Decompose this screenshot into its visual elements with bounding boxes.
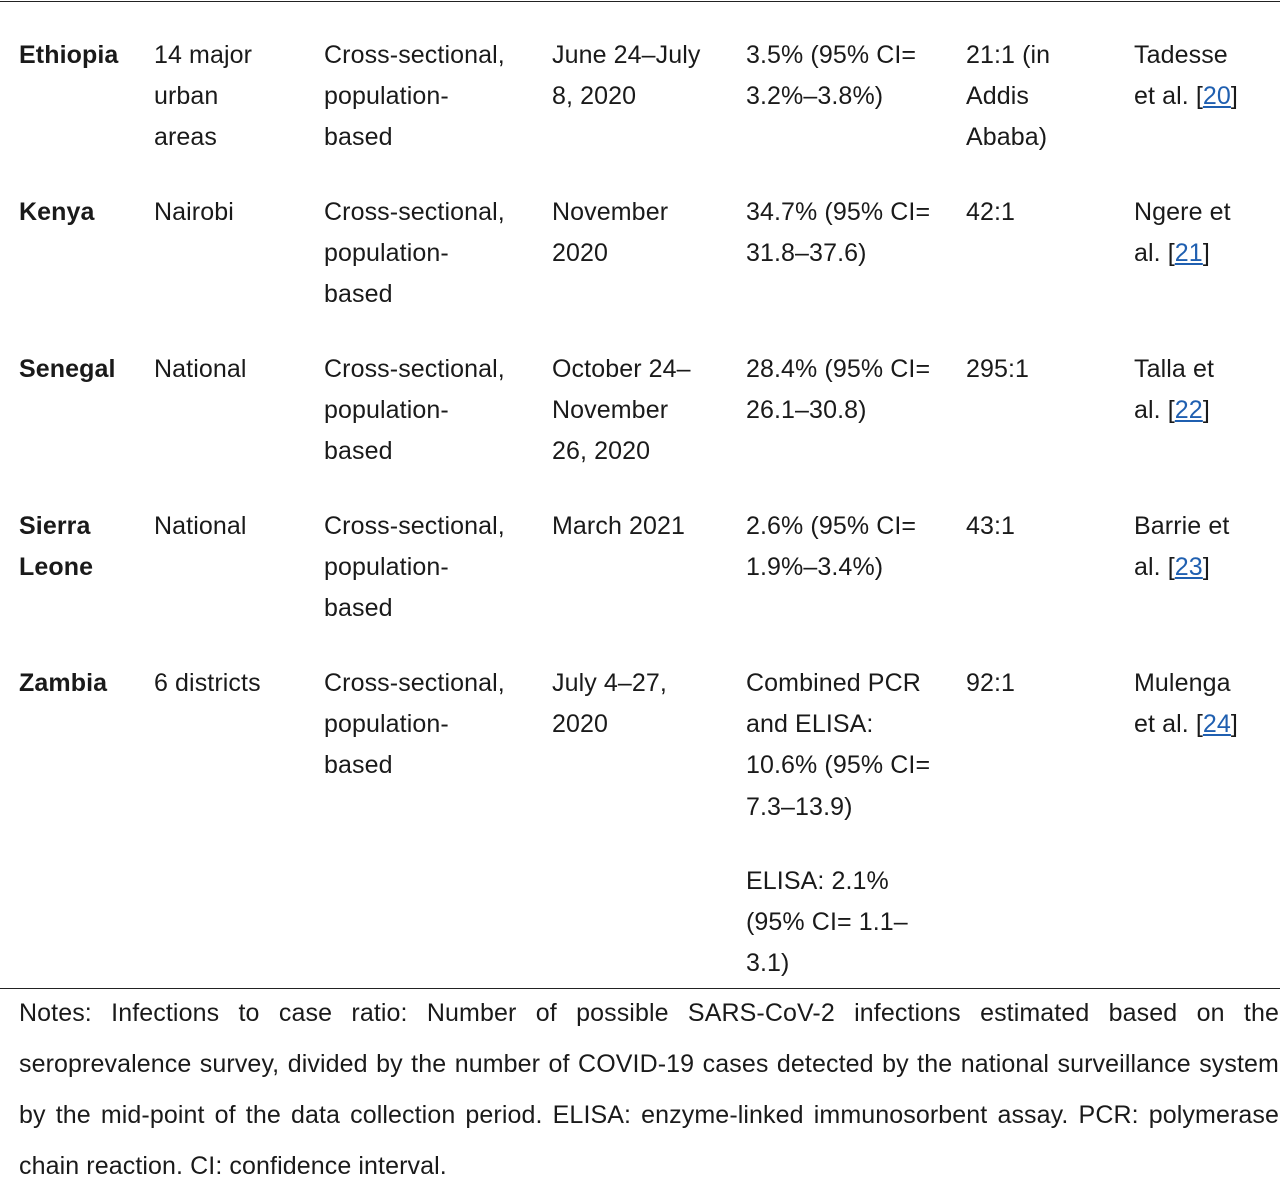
- area-cell: Nairobi: [154, 198, 234, 226]
- study-design-cell: Cross-sectional, population- based: [324, 669, 505, 780]
- seroprevalence-cell: 3.5% (95% CI= 3.2%–3.8%): [746, 35, 961, 117]
- reference-authors: Mulenga et al. [: [1134, 669, 1231, 739]
- reference-authors: Tadesse et al. [: [1134, 41, 1228, 111]
- seroprevalence-value: Combined PCR and ELISA: 10.6% (95% CI= 7…: [746, 669, 931, 821]
- reference-bracket: ]: [1230, 710, 1238, 739]
- reference-cell: Barrie et al. [23]: [1134, 506, 1280, 588]
- area-cell: 14 major urban areas: [154, 41, 253, 152]
- area-cell: National: [154, 512, 247, 540]
- area-cell: National: [154, 355, 247, 383]
- data-collection-period-cell: July 4–27, 2020: [552, 669, 667, 739]
- reference-cell: Tadesse et al. [20]: [1134, 35, 1280, 117]
- reference-authors: Talla et al. [: [1134, 355, 1215, 425]
- reference-authors: Ngere et al. [: [1134, 198, 1231, 268]
- area-cell: 6 districts: [154, 669, 261, 697]
- study-design-cell: Cross-sectional, population- based: [324, 355, 505, 466]
- reference-cell: Talla et al. [22]: [1134, 349, 1280, 431]
- reference-bracket: ]: [1202, 553, 1210, 582]
- table-top-rule: [0, 1, 1280, 2]
- study-design-cell: Cross-sectional, population- based: [324, 512, 505, 623]
- seroprevalence-value: 34.7% (95% CI= 31.8–37.6): [746, 198, 931, 268]
- reference-bracket: ]: [1202, 396, 1210, 425]
- seroprevalence-value: ELISA: 2.1% (95% CI= 1.1– 3.1): [746, 866, 908, 978]
- country-cell: Ethiopia: [19, 41, 119, 69]
- infection-case-ratio-cell: 295:1: [966, 355, 1030, 383]
- seroprevalence-value: 3.5% (95% CI= 3.2%–3.8%): [746, 41, 917, 111]
- data-collection-period-cell: October 24– November 26, 2020: [552, 355, 691, 466]
- seroprevalence-value: 2.6% (95% CI= 1.9%–3.4%): [746, 512, 917, 582]
- infection-case-ratio-cell: 42:1: [966, 198, 1016, 226]
- infection-case-ratio-cell: 21:1 (in Addis Ababa): [966, 41, 1051, 152]
- reference-bracket: ]: [1202, 239, 1210, 268]
- study-design-cell: Cross-sectional, population- based: [324, 41, 505, 152]
- country-cell: Zambia: [19, 669, 108, 697]
- reference-link[interactable]: 24: [1202, 710, 1231, 739]
- data-collection-period-cell: March 2021: [552, 512, 686, 540]
- country-cell: Kenya: [19, 198, 95, 226]
- seroprevalence-cell: 34.7% (95% CI= 31.8–37.6): [746, 192, 961, 274]
- infection-case-ratio-cell: 43:1: [966, 512, 1016, 540]
- seroprevalence-value: 28.4% (95% CI= 26.1–30.8): [746, 355, 931, 425]
- seroprevalence-cell: 2.6% (95% CI= 1.9%–3.4%): [746, 506, 961, 588]
- infection-case-ratio-cell: 92:1: [966, 669, 1016, 697]
- reference-cell: Mulenga et al. [24]: [1134, 663, 1280, 745]
- reference-authors: Barrie et al. [: [1134, 512, 1230, 582]
- country-cell: Sierra Leone: [19, 512, 94, 582]
- data-collection-period-cell: June 24–July 8, 2020: [552, 41, 701, 111]
- reference-link[interactable]: 22: [1174, 396, 1203, 425]
- reference-link[interactable]: 21: [1174, 239, 1203, 268]
- table-notes: Notes: Infections to case ratio: Number …: [19, 999, 1279, 1180]
- reference-cell: Ngere et al. [21]: [1134, 192, 1280, 274]
- study-design-cell: Cross-sectional, population- based: [324, 198, 505, 309]
- country-cell: Senegal: [19, 355, 116, 383]
- reference-link[interactable]: 23: [1174, 553, 1203, 582]
- reference-bracket: ]: [1230, 82, 1238, 111]
- seroprevalence-cell: 28.4% (95% CI= 26.1–30.8): [746, 349, 961, 431]
- table-bottom-rule: [0, 988, 1280, 989]
- reference-link[interactable]: 20: [1202, 82, 1231, 111]
- seroprevalence-cell: Combined PCR and ELISA: 10.6% (95% CI= 7…: [746, 663, 961, 984]
- data-collection-period-cell: November 2020: [552, 198, 669, 268]
